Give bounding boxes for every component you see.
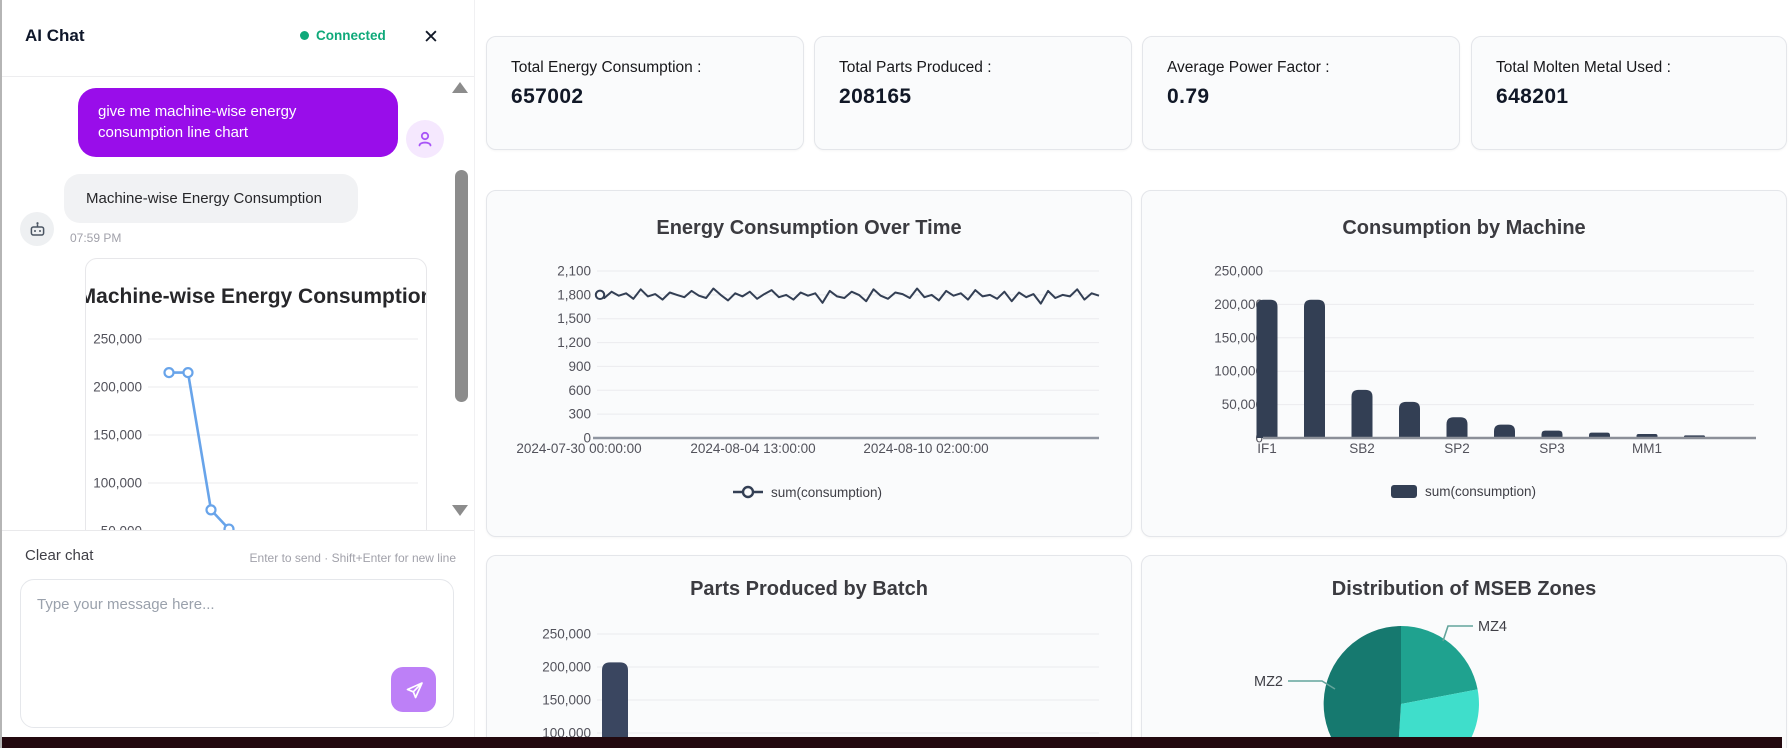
chat-chart-title: Machine-wise Energy Consumption (85, 285, 427, 308)
send-button[interactable] (391, 667, 436, 712)
parts-by-batch-card: Parts Produced by Batch 250,000 200,000 15… (486, 555, 1132, 748)
chart-title: Distribution of MSEB Zones (1331, 578, 1597, 600)
svg-text:1,800: 1,800 (557, 287, 591, 302)
kpi-value: 657002 (511, 85, 584, 108)
scrollbar-up-arrow[interactable] (452, 82, 468, 93)
kpi-label: Average Power Factor : (1167, 59, 1330, 76)
svg-text:0: 0 (583, 431, 591, 446)
chart-title: Parts Produced by Batch (690, 578, 928, 600)
user-avatar (406, 120, 444, 158)
user-message-bubble: give me machine-wise energy consumption … (78, 88, 398, 158)
connection-status-label: Connected (316, 28, 386, 43)
svg-text:MZ4: MZ4 (1478, 619, 1507, 635)
chat-chart-card: Machine-wise Energy Consumption 250,000 2… (85, 258, 427, 530)
kpi-card-molten-metal: Total Molten Metal Used : 648201 (1471, 36, 1787, 150)
kpi-card-energy: Total Energy Consumption : 657002 (486, 36, 804, 150)
svg-text:150,000: 150,000 (93, 428, 142, 443)
kpi-label: Total Parts Produced : (839, 59, 992, 76)
consumption-by-machine-bar-chart: 250,000200,000150,000100,00050,0000IF1SB… (1214, 264, 1756, 499)
svg-text:300: 300 (568, 407, 591, 422)
clear-chat-button[interactable]: Clear chat (25, 547, 94, 564)
chat-panel-title: AI Chat (25, 26, 85, 45)
svg-text:SB2: SB2 (1349, 441, 1375, 456)
svg-text:900: 900 (568, 359, 591, 374)
svg-text:2024-08-04 13:00:00: 2024-08-04 13:00:00 (690, 441, 815, 456)
consumption-by-machine-card: Consumption by Machine 250,000 200,000 150… (1141, 190, 1787, 537)
svg-text:100,000: 100,000 (542, 726, 591, 741)
svg-text:sum(consumption): sum(consumption) (771, 485, 882, 500)
close-icon: ✕ (423, 27, 439, 48)
mseb-zones-pie-chart: MZ4 MZ2 (1254, 619, 1507, 748)
scrollbar-down-arrow[interactable] (452, 505, 468, 516)
message-input[interactable] (20, 579, 454, 728)
svg-text:250,000: 250,000 (542, 627, 591, 642)
svg-text:1,200: 1,200 (557, 335, 591, 350)
mseb-zones-card: Distribution of MSEB Zones MZ4 MZ2 (1141, 555, 1787, 748)
chat-mini-line-chart: 250,000 200,000 150,000 100,000 50,000 (93, 332, 418, 531)
svg-text:IF1: IF1 (1257, 441, 1277, 456)
svg-text:2024-08-10 02:00:00: 2024-08-10 02:00:00 (863, 441, 988, 456)
chat-header: AI Chat Connected ✕ (0, 0, 474, 77)
kpi-value: 648201 (1496, 85, 1569, 108)
bot-avatar (20, 212, 54, 246)
kpi-value: 208165 (839, 85, 912, 108)
kpi-label: Total Energy Consumption : (511, 59, 702, 76)
chat-message-list: give me machine-wise energy consumption … (0, 77, 474, 530)
close-chat-button[interactable]: ✕ (417, 24, 445, 52)
svg-text:50,000: 50,000 (101, 524, 142, 531)
robot-icon (30, 221, 44, 236)
chat-input-zone: Clear chat Enter to send · Shift+Enter f… (0, 530, 474, 748)
kpi-label: Total Molten Metal Used : (1496, 59, 1671, 76)
svg-text:100,000: 100,000 (1214, 364, 1263, 379)
status-dot-icon (300, 31, 309, 40)
energy-over-time-card: Energy Consumption Over Time 2,100 1,800 1… (486, 190, 1132, 537)
svg-text:250,000: 250,000 (1214, 264, 1263, 279)
svg-text:150,000: 150,000 (1214, 330, 1263, 345)
send-hint: Enter to send · Shift+Enter for new line (249, 551, 456, 565)
svg-text:MM1: MM1 (1632, 441, 1662, 456)
paper-plane-icon (406, 681, 423, 698)
svg-text:1,500: 1,500 (557, 311, 591, 326)
person-icon (418, 131, 432, 147)
svg-text:100,000: 100,000 (93, 476, 142, 491)
svg-text:2,100: 2,100 (557, 264, 591, 279)
svg-text:50,000: 50,000 (1222, 397, 1263, 412)
message-timestamp: 07:59 PM (70, 231, 122, 245)
bot-message-bubble: Machine-wise Energy Consumption (64, 174, 358, 223)
svg-text:200,000: 200,000 (93, 380, 142, 395)
svg-text:250,000: 250,000 (93, 332, 142, 347)
svg-text:200,000: 200,000 (1214, 297, 1263, 312)
svg-text:SP3: SP3 (1539, 441, 1565, 456)
kpi-card-power-factor: Average Power Factor : 0.79 (1142, 36, 1460, 150)
bottom-edge-bar (0, 737, 1782, 748)
connection-status: Connected (300, 28, 386, 43)
chart-title: Energy Consumption Over Time (656, 217, 962, 239)
parts-by-batch-bar-chart: 250,000 200,000 150,000 100,000 (542, 627, 1099, 748)
svg-text:MZ2: MZ2 (1254, 674, 1283, 690)
chat-panel: AI Chat Connected ✕ give me machine-wise… (0, 0, 475, 748)
chart-title: Consumption by Machine (1342, 217, 1586, 239)
svg-text:sum(consumption): sum(consumption) (1425, 484, 1536, 499)
kpi-card-parts: Total Parts Produced : 208165 (814, 36, 1132, 150)
window-left-edge (0, 0, 2, 748)
energy-over-time-line-chart: 2,100 1,800 1,500 1,200 900 600 300 02024-07-30… (516, 264, 1100, 500)
svg-text:2024-07-30 00:00:00: 2024-07-30 00:00:00 (516, 441, 641, 456)
scrollbar-thumb[interactable] (455, 170, 468, 402)
svg-text:150,000: 150,000 (542, 693, 591, 708)
svg-text:600: 600 (568, 383, 591, 398)
svg-text:200,000: 200,000 (542, 660, 591, 675)
svg-text:SP2: SP2 (1444, 441, 1470, 456)
kpi-value: 0.79 (1167, 85, 1210, 108)
